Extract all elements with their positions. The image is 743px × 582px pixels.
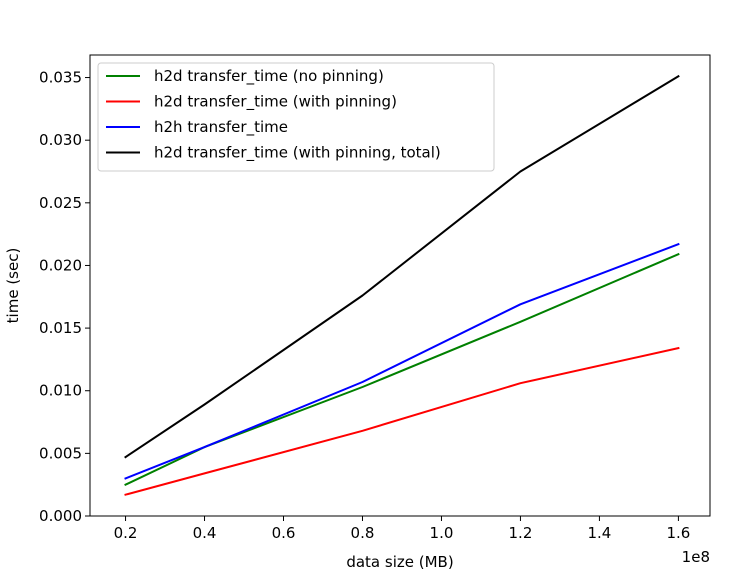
plot-frame [89, 54, 711, 517]
x-axis-label: data size (MB) [346, 553, 453, 571]
y-tick-label: 0.010 [39, 382, 82, 400]
y-tick-label: 0.020 [39, 256, 82, 274]
y-tick-label: 0.030 [39, 131, 82, 149]
legend-entries: h2d transfer_time (no pinning) h2d transf… [106, 67, 441, 163]
legend-label-2: h2d transfer_time (with pinning) [154, 93, 397, 112]
series-line-1 [124, 252, 680, 487]
y-tick-label: 0.000 [39, 507, 82, 525]
series-layer [124, 74, 680, 496]
y-axis-ticks: 0.000 0.005 0.010 0.015 0.020 0.025 0.030 0.035 [39, 69, 90, 525]
x-tick-label: 0.4 [193, 524, 217, 542]
x-tick-label: 1.2 [509, 524, 533, 542]
series-line-4 [124, 74, 680, 459]
legend-label-3: h2h transfer_time [154, 118, 288, 137]
x-axis-offset-label: 1e8 [682, 548, 710, 566]
x-tick-label: 0.6 [272, 524, 296, 542]
legend: h2d transfer_time (no pinning) h2d transf… [97, 62, 495, 172]
y-tick-label: 0.035 [39, 69, 82, 87]
x-axis-ticks: 0.2 0.4 0.6 0.8 1.0 1.2 1.4 1.6 [114, 516, 690, 542]
x-tick-label: 1.6 [666, 524, 690, 542]
legend-box [97, 62, 495, 172]
x-tick-label: 1.4 [587, 524, 611, 542]
x-tick-label: 0.8 [351, 524, 375, 542]
y-tick-label: 0.025 [39, 194, 82, 212]
legend-label-1: h2d transfer_time (no pinning) [154, 67, 384, 86]
y-tick-label: 0.015 [39, 319, 82, 337]
y-axis-label: time (sec) [4, 248, 22, 324]
legend-label-4: h2d transfer_time (with pinning, total) [154, 144, 441, 163]
series-line-3 [124, 242, 680, 480]
y-tick-label: 0.005 [39, 444, 82, 462]
series-line-2 [124, 346, 680, 496]
x-tick-label: 1.0 [430, 524, 454, 542]
x-tick-label: 0.2 [114, 524, 138, 542]
